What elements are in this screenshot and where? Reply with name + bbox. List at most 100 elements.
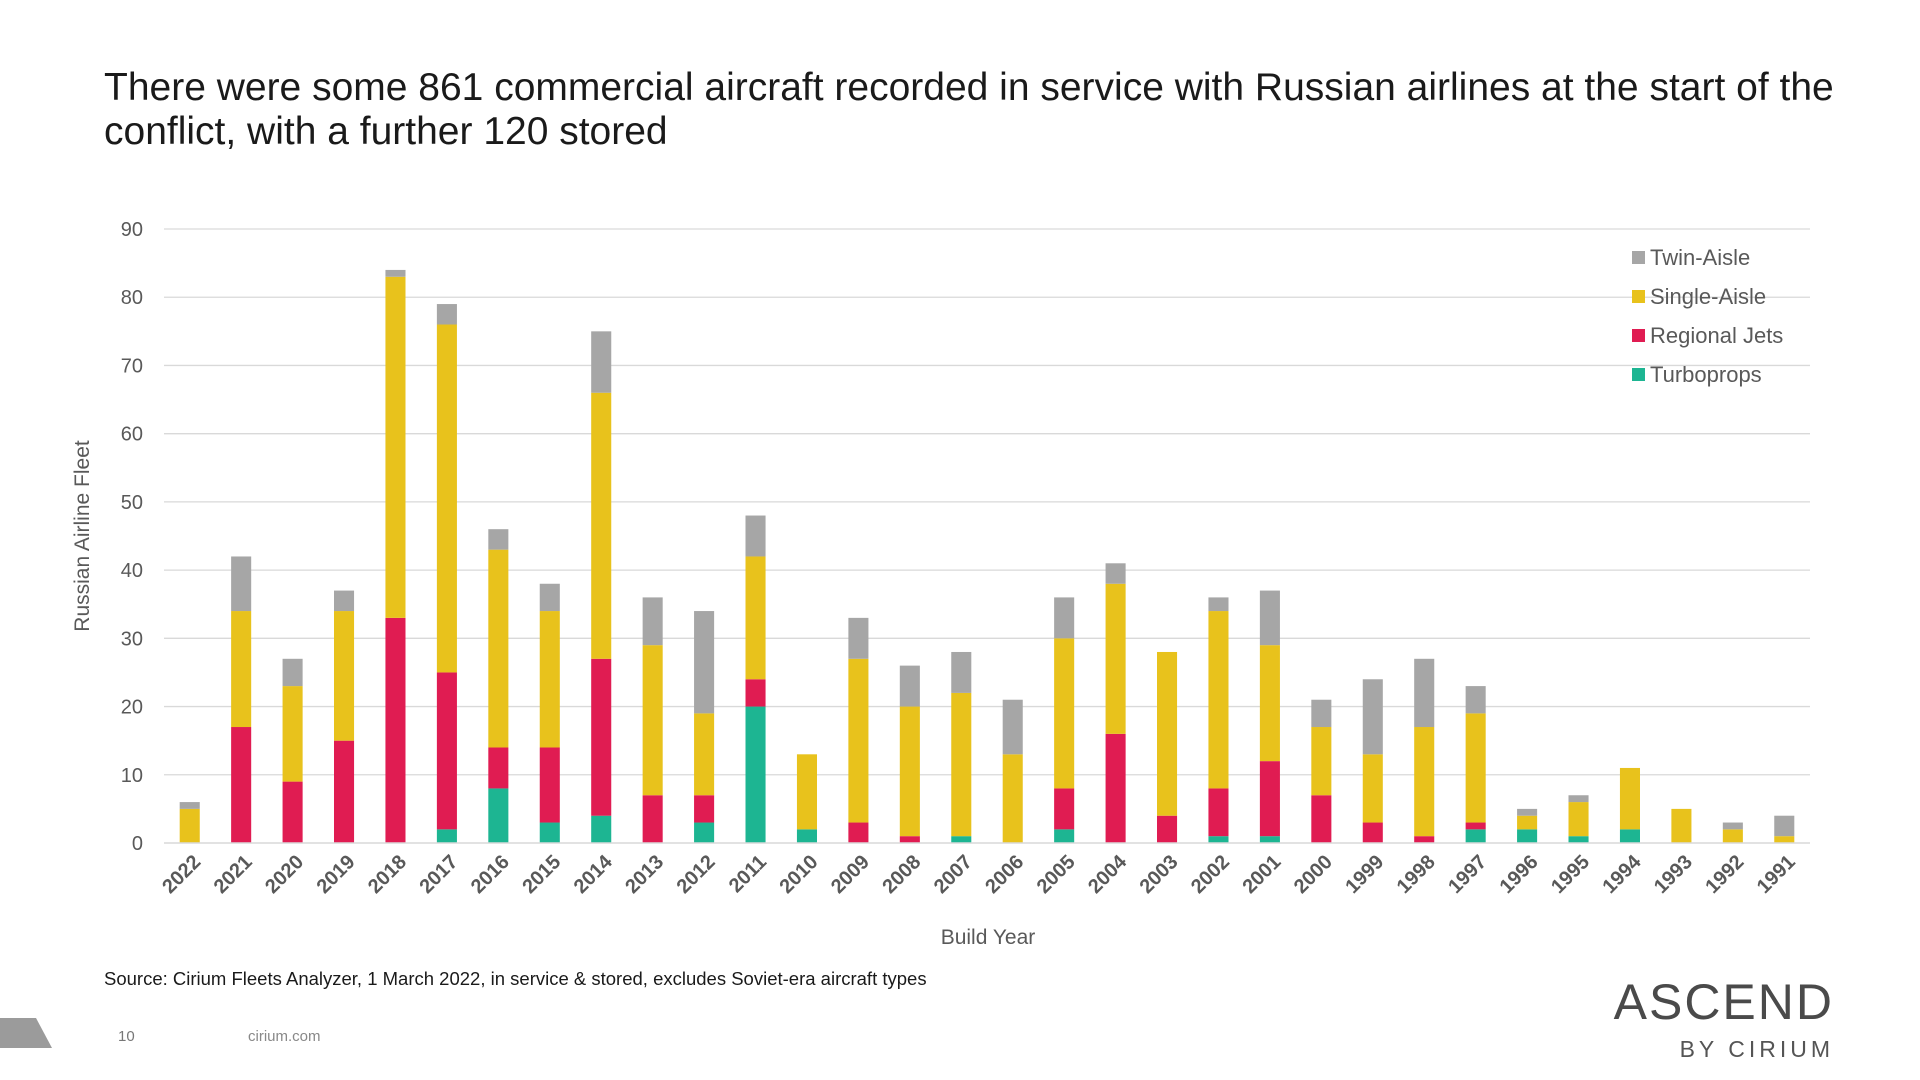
bar-segment-single-aisle-1992 bbox=[1722, 829, 1743, 843]
bar-segment-single-aisle-2017 bbox=[436, 324, 457, 673]
x-tick-label: 2012 bbox=[673, 851, 720, 898]
corner-tab-shape bbox=[0, 1018, 52, 1048]
bar-segment-single-aisle-2000 bbox=[1311, 727, 1332, 796]
bar-segment-single-aisle-2015 bbox=[539, 611, 560, 748]
bar-segment-twin-aisle-2002 bbox=[1208, 597, 1229, 612]
bar-segment-regional-jets-2002 bbox=[1208, 788, 1229, 837]
bar-segment-twin-aisle-2000 bbox=[1311, 699, 1332, 728]
bar-segment-turboprops-1997 bbox=[1465, 829, 1486, 843]
bar-segment-twin-aisle-2009 bbox=[848, 617, 869, 659]
bar-segment-single-aisle-2008 bbox=[899, 706, 920, 837]
x-tick-label: 2008 bbox=[878, 851, 925, 898]
chart-legend: Twin-Aisle Single-Aisle Regional Jets Turbo… bbox=[1632, 245, 1783, 387]
bar-segment-twin-aisle-2012 bbox=[694, 611, 715, 714]
x-tick-label: 2005 bbox=[1033, 851, 1080, 898]
x-tick-label: 2001 bbox=[1238, 851, 1285, 898]
bar-segment-single-aisle-2006 bbox=[1002, 754, 1023, 843]
bar-segment-regional-jets-2020 bbox=[282, 781, 303, 843]
chart-gridlines bbox=[164, 228, 1810, 776]
bar-segment-regional-jets-2016 bbox=[488, 747, 509, 789]
x-tick-label: 1998 bbox=[1393, 851, 1440, 898]
bar-segment-single-aisle-2005 bbox=[1054, 638, 1075, 789]
bar-segment-turboprops-2011 bbox=[745, 706, 766, 843]
x-tick-label: 1994 bbox=[1598, 850, 1646, 898]
legend-swatch bbox=[1632, 251, 1645, 264]
y-tick-label: 90 bbox=[121, 219, 143, 241]
bar-segment-turboprops-2015 bbox=[539, 822, 560, 843]
bar-segment-single-aisle-2022 bbox=[179, 808, 200, 843]
bar-segment-single-aisle-2014 bbox=[591, 392, 612, 659]
y-axis-tick-labels: 0 10 20 30 40 50 60 70 80 90 bbox=[121, 219, 143, 855]
bar-segment-twin-aisle-1992 bbox=[1722, 822, 1743, 830]
bar-segment-single-aisle-2016 bbox=[488, 549, 509, 748]
legend-swatch bbox=[1632, 290, 1645, 303]
bar-segment-single-aisle-2010 bbox=[796, 754, 817, 830]
x-tick-label: 1997 bbox=[1444, 851, 1491, 898]
bar-segment-single-aisle-2020 bbox=[282, 686, 303, 782]
bar-segment-twin-aisle-1995 bbox=[1568, 795, 1589, 803]
x-tick-label: 2020 bbox=[261, 851, 308, 898]
bar-segment-single-aisle-2021 bbox=[231, 611, 252, 728]
x-tick-label: 2010 bbox=[775, 851, 822, 898]
bar-segment-single-aisle-1997 bbox=[1465, 713, 1486, 823]
bar-segment-twin-aisle-2014 bbox=[591, 331, 612, 393]
bar-segment-single-aisle-1991 bbox=[1774, 836, 1795, 843]
source-note: Source: Cirium Fleets Analyzer, 1 March … bbox=[104, 968, 927, 989]
legend-label: Twin-Aisle bbox=[1650, 245, 1750, 270]
x-tick-label: 2006 bbox=[981, 851, 1028, 898]
x-tick-label: 2016 bbox=[467, 851, 514, 898]
bar-segment-twin-aisle-2007 bbox=[951, 651, 972, 693]
bar-segment-single-aisle-2003 bbox=[1157, 651, 1178, 816]
bar-segment-regional-jets-2009 bbox=[848, 822, 869, 843]
bar-segment-twin-aisle-2015 bbox=[539, 583, 560, 612]
bar-segment-turboprops-2002 bbox=[1208, 836, 1229, 843]
bar-segment-regional-jets-1997 bbox=[1465, 822, 1486, 830]
stacked-bar-chart: 0 10 20 30 40 50 60 70 80 90 2022 2021 2020 2019 2018… bbox=[71, 219, 1810, 949]
x-tick-label: 2009 bbox=[827, 851, 874, 898]
legend-label: Single-Aisle bbox=[1650, 284, 1766, 309]
legend-label: Regional Jets bbox=[1650, 323, 1783, 348]
bar-segment-twin-aisle-2021 bbox=[231, 556, 252, 612]
x-tick-label: 2022 bbox=[158, 851, 205, 898]
bar-segment-turboprops-2010 bbox=[796, 829, 817, 843]
bar-segment-single-aisle-2004 bbox=[1105, 583, 1126, 734]
bar-segment-twin-aisle-2018 bbox=[385, 269, 406, 277]
bar-segment-twin-aisle-2017 bbox=[436, 304, 457, 325]
bar-segment-twin-aisle-1991 bbox=[1774, 815, 1795, 837]
bar-segment-twin-aisle-2005 bbox=[1054, 597, 1075, 639]
bar-segment-turboprops-2016 bbox=[488, 788, 509, 843]
x-axis-tick-labels: 2022 2021 2020 2019 2018 2017 2016 2015 2014 2013… bbox=[158, 850, 1800, 898]
bar-segment-twin-aisle-2019 bbox=[334, 590, 355, 612]
y-tick-label: 20 bbox=[121, 697, 143, 719]
y-tick-label: 30 bbox=[121, 628, 143, 650]
x-tick-label: 1999 bbox=[1341, 851, 1388, 898]
bar-segment-regional-jets-2015 bbox=[539, 747, 560, 823]
bar-segment-regional-jets-2000 bbox=[1311, 795, 1332, 843]
bar-segment-twin-aisle-1999 bbox=[1362, 679, 1383, 755]
x-tick-label: 2000 bbox=[1290, 851, 1337, 898]
x-tick-label: 2011 bbox=[725, 851, 771, 897]
bar-segment-regional-jets-2013 bbox=[642, 795, 663, 843]
y-axis-label: Russian Airline Fleet bbox=[71, 440, 94, 632]
bar-segment-twin-aisle-2004 bbox=[1105, 563, 1126, 584]
bar-segment-single-aisle-2012 bbox=[694, 713, 715, 796]
x-tick-label: 2014 bbox=[570, 850, 618, 898]
bar-segment-turboprops-2012 bbox=[694, 822, 715, 843]
page-number: 10 bbox=[118, 1028, 135, 1045]
bar-segment-regional-jets-2005 bbox=[1054, 788, 1075, 830]
y-tick-label: 80 bbox=[121, 287, 143, 309]
bar-segment-twin-aisle-1997 bbox=[1465, 686, 1486, 714]
bar-segment-single-aisle-2013 bbox=[642, 645, 663, 796]
y-tick-label: 40 bbox=[121, 560, 143, 582]
bar-segment-single-aisle-2001 bbox=[1259, 645, 1280, 762]
legend-label: Turboprops bbox=[1650, 362, 1762, 387]
y-tick-label: 0 bbox=[132, 833, 143, 855]
bar-segment-regional-jets-2001 bbox=[1259, 761, 1280, 837]
bar-segment-turboprops-1995 bbox=[1568, 836, 1589, 843]
bar-segment-regional-jets-1999 bbox=[1362, 822, 1383, 843]
bar-segment-turboprops-2017 bbox=[436, 829, 457, 843]
bar-segment-regional-jets-2014 bbox=[591, 658, 612, 816]
footer-site-link[interactable]: cirium.com bbox=[248, 1028, 321, 1045]
bar-segment-twin-aisle-2011 bbox=[745, 515, 766, 557]
bar-segment-single-aisle-1995 bbox=[1568, 802, 1589, 837]
